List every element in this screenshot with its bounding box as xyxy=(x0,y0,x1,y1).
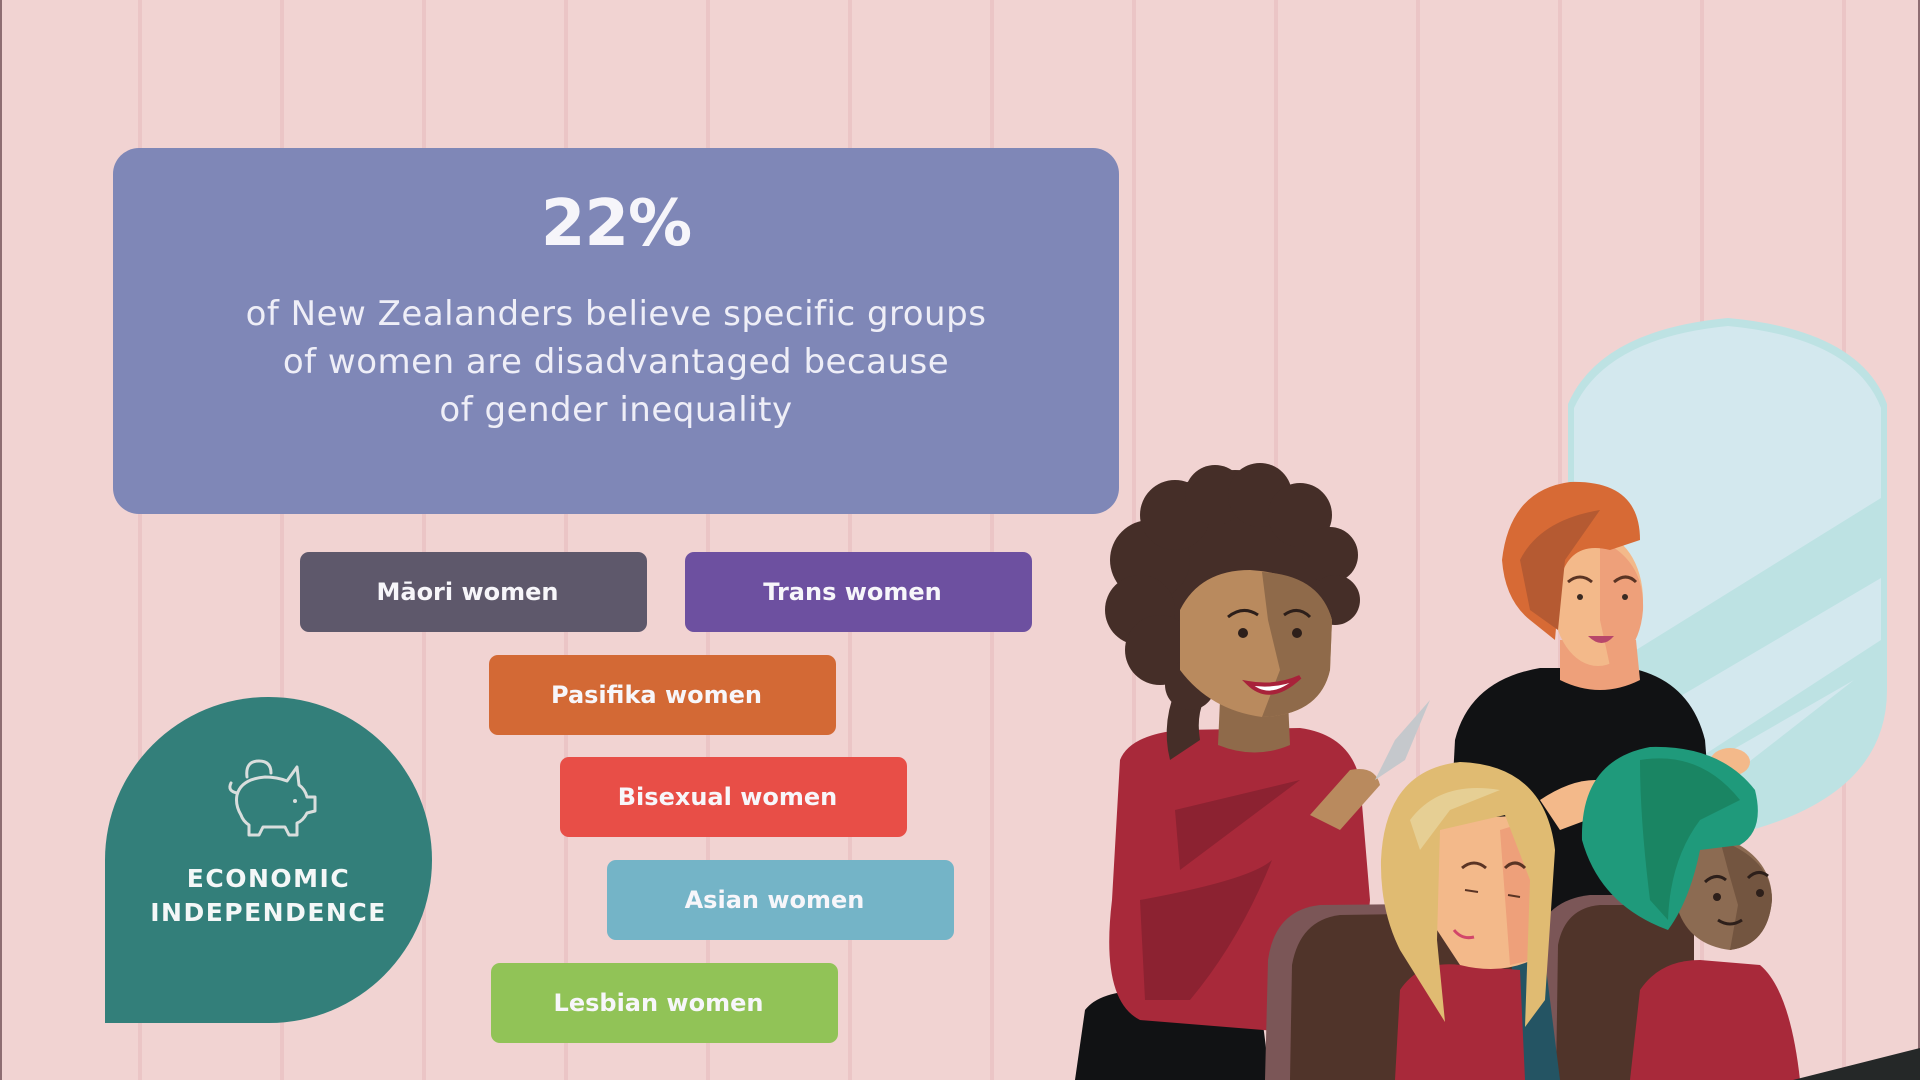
stat-card: 22% of New Zealanders believe specific g… xyxy=(113,148,1119,514)
badge-title-line: ECONOMIC xyxy=(186,864,351,893)
group-tag-trans: Trans women xyxy=(685,552,1032,632)
right-edge xyxy=(1918,0,1920,1080)
badge-title: ECONOMIC INDEPENDENCE xyxy=(105,862,432,930)
stat-description: of New Zealanders believe specific group… xyxy=(113,290,1119,434)
stylist-red-hair xyxy=(1445,481,1750,930)
group-tag-label: Māori women xyxy=(376,578,559,606)
client-turban xyxy=(1581,746,1800,1080)
stat-description-line: of women are disadvantaged because xyxy=(282,342,950,382)
stat-value: 22% xyxy=(540,187,692,261)
group-tag-label: Lesbian women xyxy=(553,989,764,1017)
floor-edge xyxy=(1793,1048,1920,1080)
group-tag-maori: Māori women xyxy=(300,552,647,632)
piggy-bank-icon xyxy=(228,759,317,837)
group-tag-lesbian: Lesbian women xyxy=(491,963,838,1043)
group-tag-label: Pasifika women xyxy=(551,681,762,709)
left-edge xyxy=(0,0,2,1080)
group-tag-label: Bisexual women xyxy=(617,783,838,811)
mirror-icon xyxy=(1568,318,1887,836)
client-blonde xyxy=(1380,762,1560,1080)
group-tag-label: Trans women xyxy=(763,578,942,606)
economic-independence-badge: ECONOMIC INDEPENDENCE xyxy=(105,697,432,1023)
group-tag-bisexual: Bisexual women xyxy=(560,757,907,837)
group-tag-label: Asian women xyxy=(684,886,865,914)
stat-description-line: of gender inequality xyxy=(439,390,793,430)
salon-chairs xyxy=(1265,895,1694,1080)
stylist-curly-hair xyxy=(1075,463,1430,1080)
stat-description-line: of New Zealanders believe specific group… xyxy=(245,294,987,334)
group-tag-pasifika: Pasifika women xyxy=(489,655,836,735)
badge-title-line: INDEPENDENCE xyxy=(150,898,387,927)
group-tag-asian: Asian women xyxy=(607,860,954,940)
